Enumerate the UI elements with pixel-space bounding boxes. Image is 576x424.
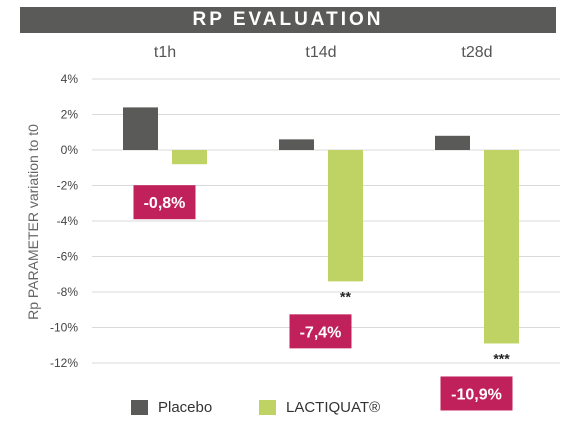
value-label: -0,8% (144, 195, 186, 212)
x-category-label: t14d (305, 44, 336, 61)
y-tick-label: -6% (57, 250, 79, 264)
y-tick-label: -4% (57, 214, 79, 228)
x-category-label: t28d (461, 44, 492, 61)
value-label-box (289, 314, 352, 349)
y-tick-label: -8% (57, 285, 79, 299)
bar-placebo (279, 139, 314, 150)
value-label: -7,4% (300, 324, 342, 341)
legend-label-placebo: Placebo (158, 398, 213, 416)
y-tick-label: -12% (50, 356, 78, 370)
y-tick-label: -10% (50, 321, 78, 335)
bar-placebo (435, 135, 470, 150)
bar-lactiquat (328, 150, 363, 282)
bar-placebo (123, 107, 158, 150)
y-tick-label: -2% (57, 179, 79, 193)
legend-item-placebo: Placebo (131, 398, 212, 416)
legend-swatch-placebo (131, 399, 148, 415)
y-tick-label: 2% (61, 108, 79, 122)
significance-marker: *** (493, 350, 510, 366)
value-label-box (133, 185, 196, 220)
legend-item-lactiquat: LACTIQUAT® (259, 398, 380, 416)
chart-title: RP EVALUATION (20, 7, 556, 33)
significance-marker: ** (340, 288, 351, 304)
y-tick-label: 4% (61, 72, 79, 86)
legend-label-lactiquat: LACTIQUAT® (286, 398, 381, 416)
y-tick-label: 0% (61, 143, 79, 157)
bar-lactiquat (484, 150, 519, 344)
legend-swatch-lactiquat (259, 399, 276, 415)
value-label: -10,9% (451, 386, 502, 403)
value-label-box (440, 376, 513, 411)
x-category-label: t1h (154, 44, 176, 61)
bar-lactiquat (172, 150, 207, 165)
y-axis-label: Rp PARAMETER variation to t0 (25, 124, 41, 320)
